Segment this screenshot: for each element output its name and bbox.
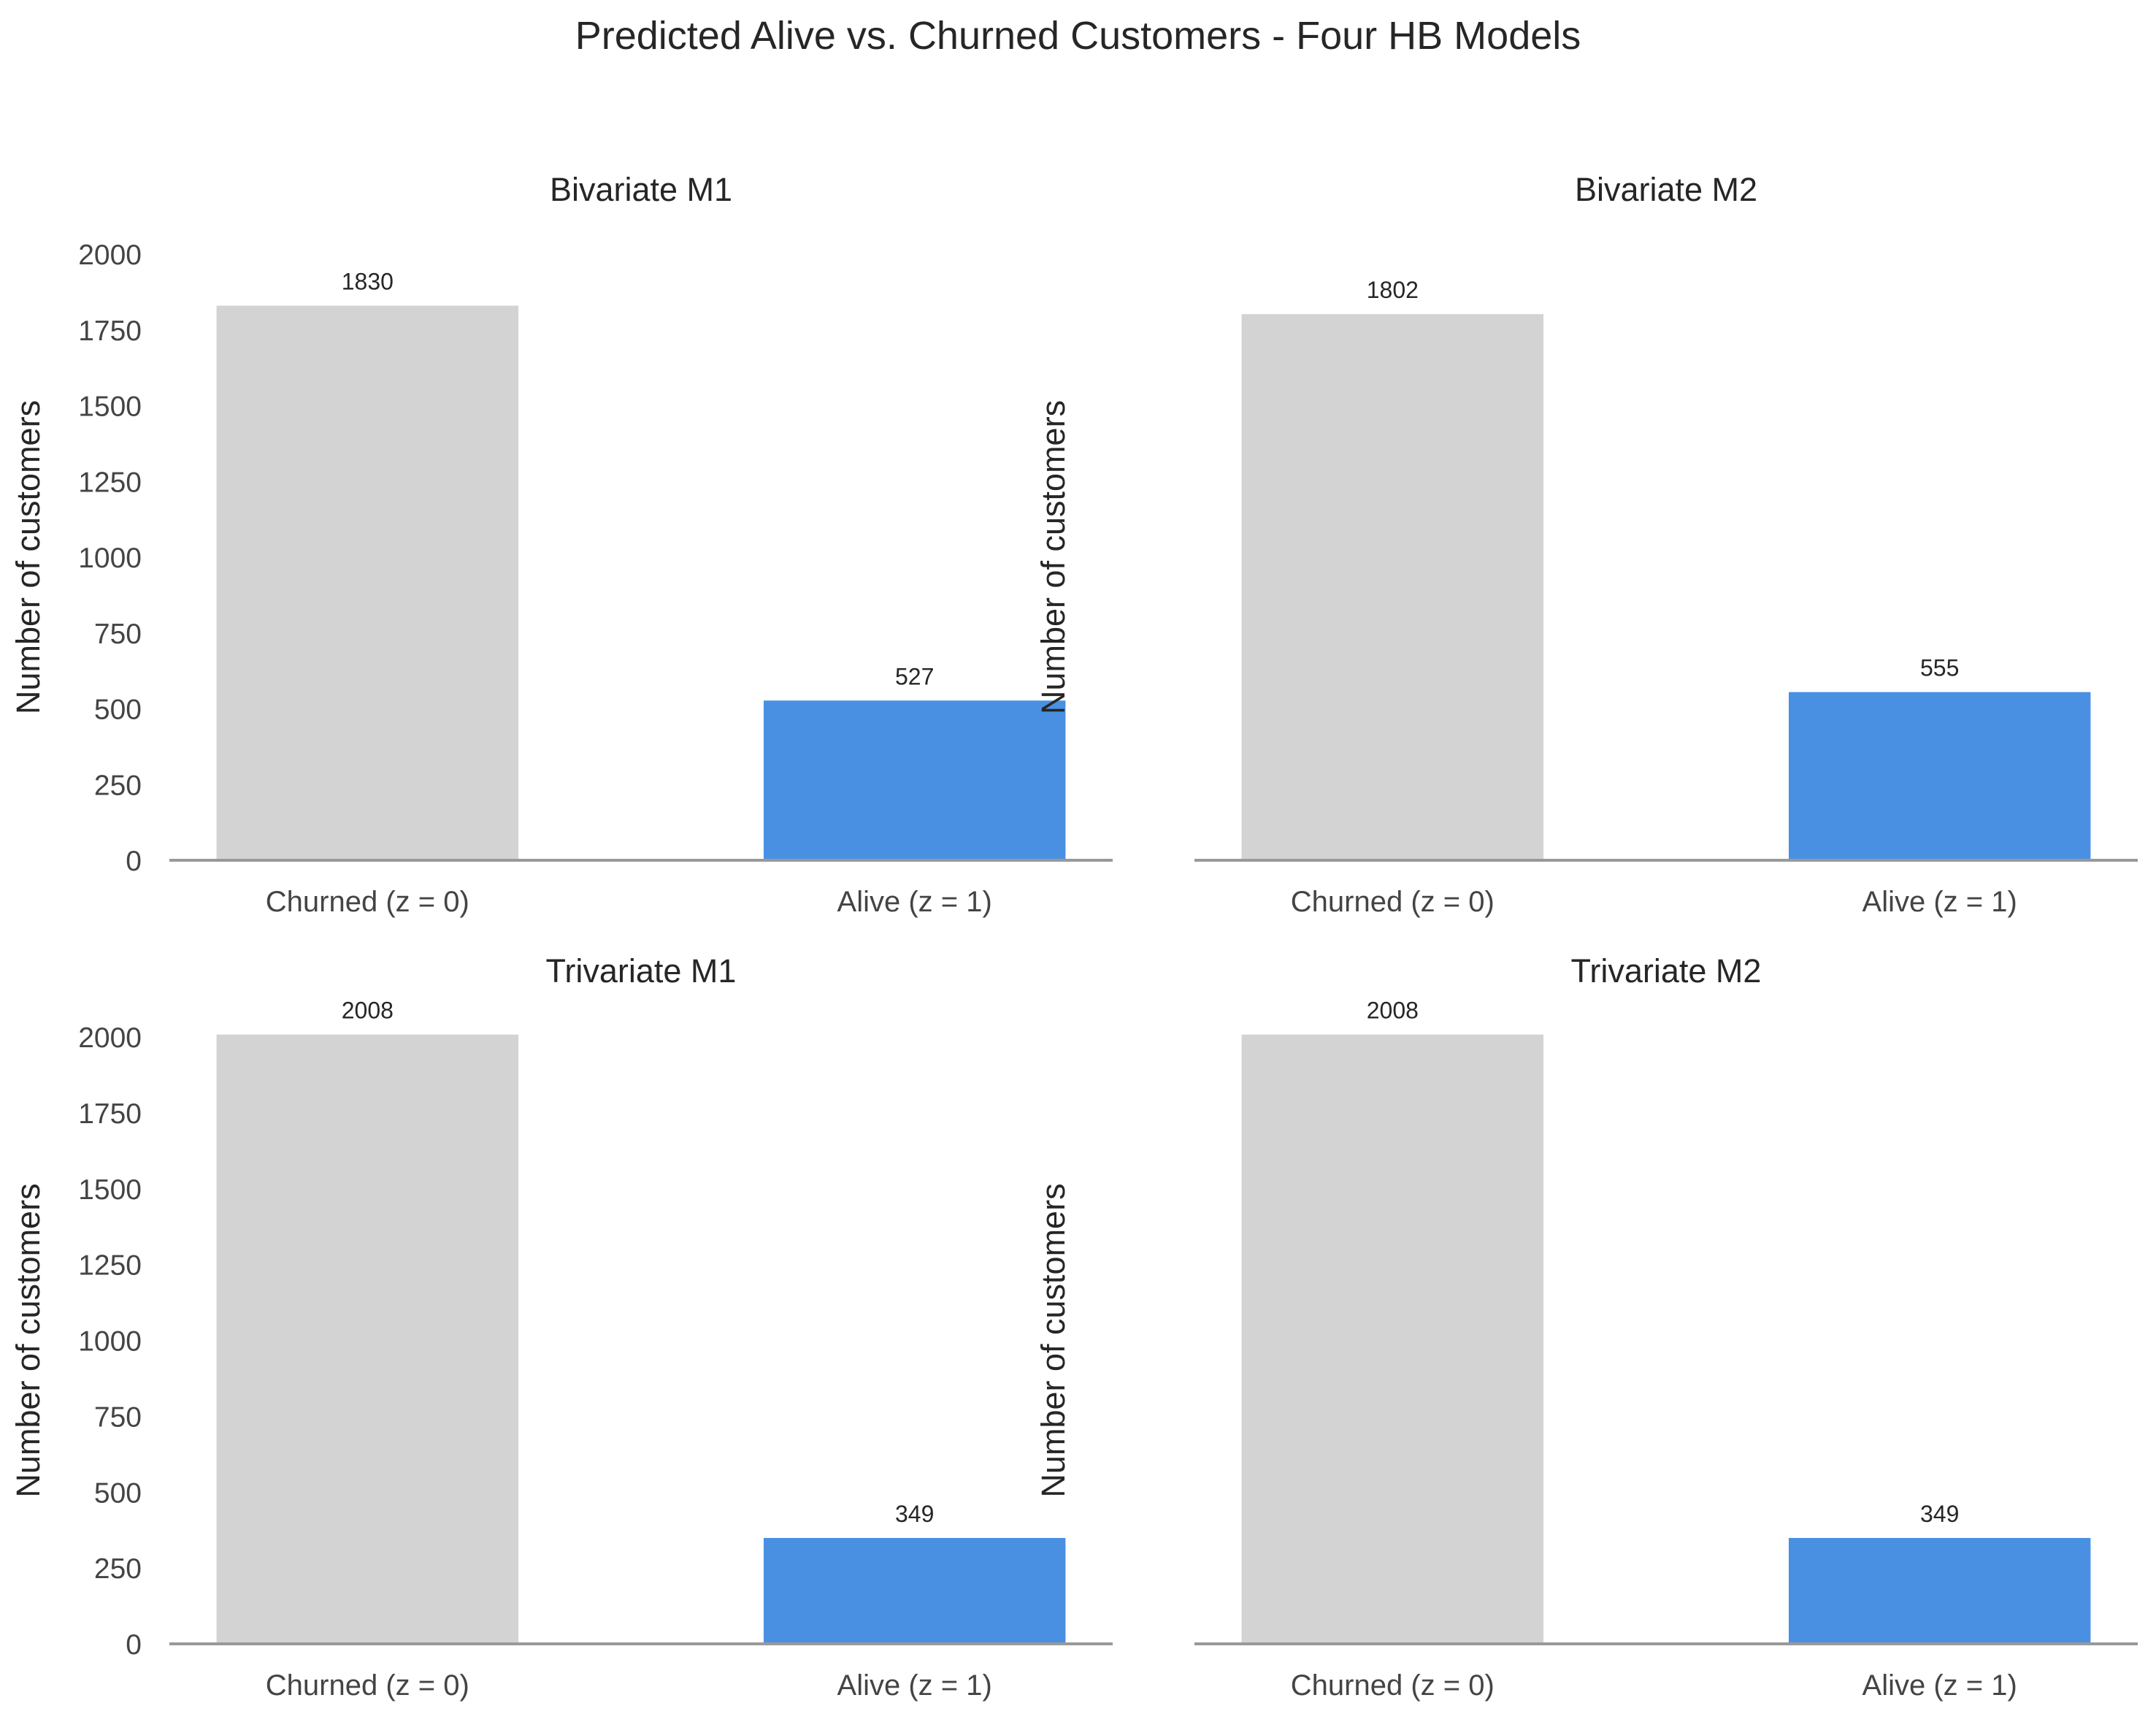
x-tick-label: Alive (z = 1)	[1862, 1669, 2017, 1702]
y-tick-label: 1250	[78, 467, 142, 498]
y-tick-label: 0	[126, 846, 142, 877]
y-tick-label: 1500	[78, 391, 142, 423]
bar-alive	[1788, 692, 2091, 860]
y-tick-label: 750	[94, 619, 142, 650]
panel-title: Trivariate M2	[1570, 952, 1762, 990]
x-tick-label: Churned (z = 0)	[1291, 886, 1495, 918]
y-tick-label: 2000	[78, 240, 142, 271]
x-tick-label: Alive (z = 1)	[837, 886, 992, 918]
y-tick-label: 1000	[78, 543, 142, 574]
x-tick-label: Churned (z = 0)	[266, 1669, 469, 1702]
y-tick-label: 1000	[78, 1326, 142, 1358]
y-tick-label: 1500	[78, 1174, 142, 1206]
panel-title: Trivariate M1	[545, 952, 737, 990]
data-label: 349	[895, 1501, 934, 1527]
bar-alive	[763, 700, 1066, 860]
y-axis-label: Number of customers	[1035, 400, 1072, 714]
panel-title: Bivariate M1	[549, 171, 733, 208]
bar-alive	[763, 1537, 1066, 1644]
data-label: 555	[1920, 655, 1959, 681]
panel-title: Bivariate M2	[1574, 171, 1758, 208]
bar-alive	[1788, 1537, 2091, 1644]
y-axis-label: Number of customers	[9, 1183, 47, 1497]
data-label: 1830	[342, 269, 394, 295]
y-axis-label: Number of customers	[9, 400, 47, 714]
figure-suptitle: Predicted Alive vs. Churned Customers - …	[575, 14, 1581, 58]
bar-churned	[216, 305, 519, 860]
y-tick-label: 1250	[78, 1250, 142, 1282]
data-label: 2008	[342, 998, 394, 1024]
y-tick-label: 500	[94, 694, 142, 726]
x-tick-label: Churned (z = 0)	[266, 886, 469, 918]
bar-churned	[1241, 314, 1544, 860]
x-tick-label: Churned (z = 0)	[1291, 1669, 1495, 1702]
y-tick-label: 0	[126, 1629, 142, 1661]
y-tick-label: 500	[94, 1477, 142, 1509]
y-tick-label: 250	[94, 1553, 142, 1585]
y-tick-label: 1750	[78, 315, 142, 347]
y-tick-label: 250	[94, 770, 142, 801]
data-label: 527	[895, 663, 934, 689]
y-tick-label: 2000	[78, 1022, 142, 1054]
data-label: 1802	[1367, 277, 1419, 303]
bar-churned	[1241, 1034, 1544, 1644]
x-tick-label: Alive (z = 1)	[1862, 886, 2017, 918]
y-axis-label: Number of customers	[1035, 1183, 1072, 1497]
data-label: 349	[1920, 1501, 1959, 1527]
y-tick-label: 750	[94, 1401, 142, 1433]
bar-churned	[216, 1034, 519, 1644]
y-tick-label: 1750	[78, 1098, 142, 1130]
x-tick-label: Alive (z = 1)	[837, 1669, 992, 1702]
data-label: 2008	[1367, 998, 1419, 1024]
